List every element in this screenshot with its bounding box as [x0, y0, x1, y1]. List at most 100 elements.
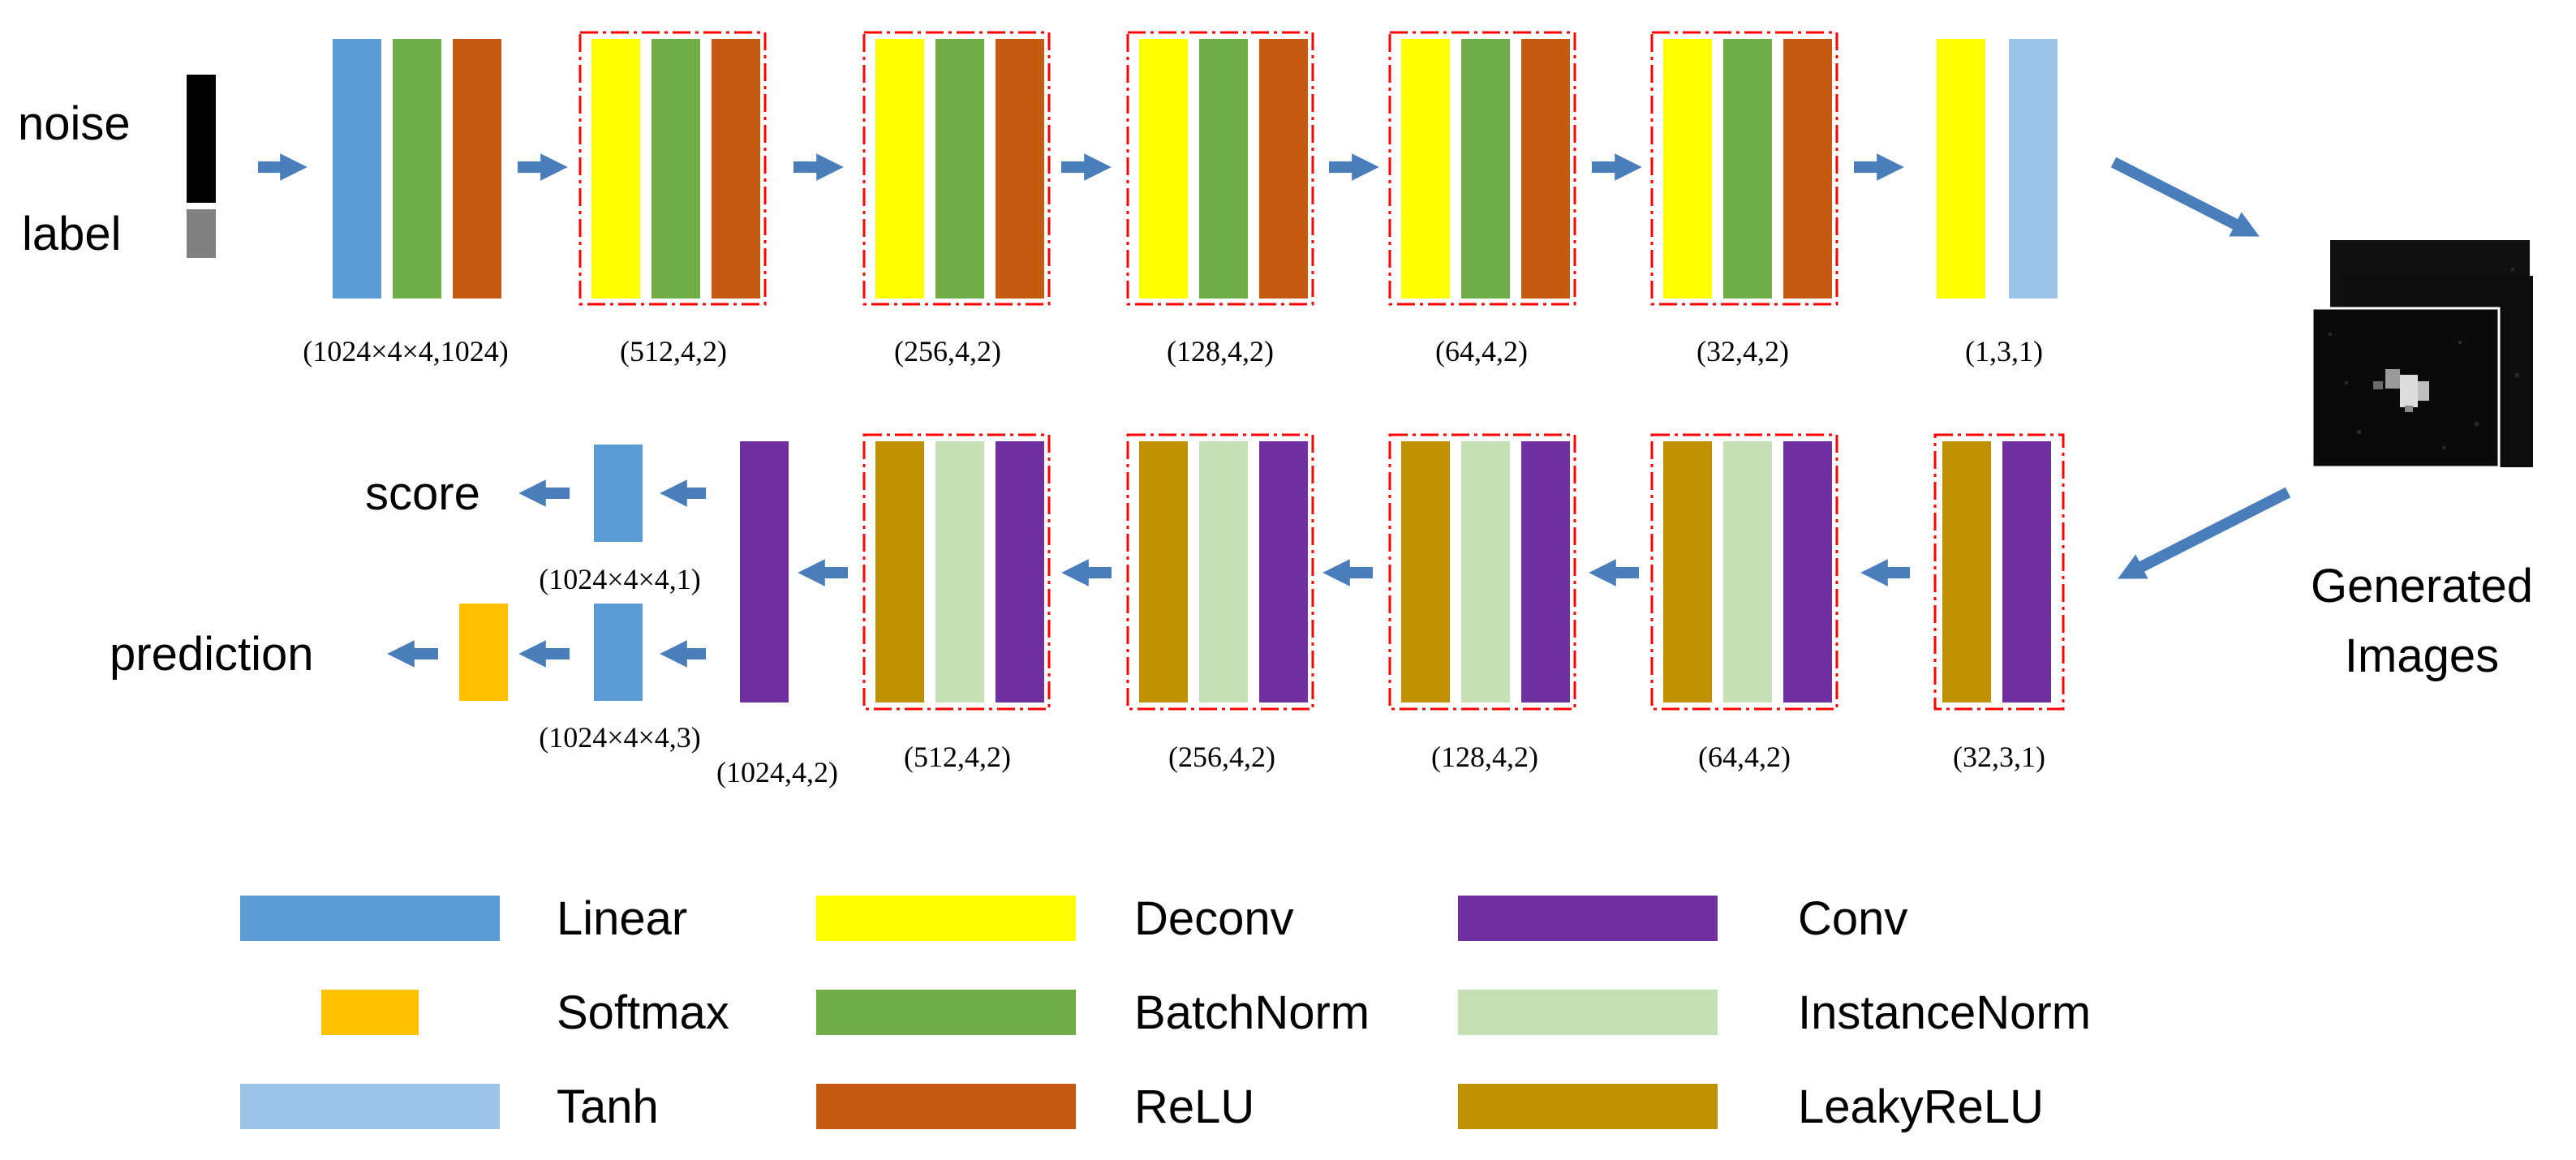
score-head-label: (1024×4×4,1): [539, 563, 701, 595]
arrow: [2118, 487, 2291, 579]
leakyrelu-layer: [1663, 441, 1712, 702]
leakyrelu-layer: [1139, 441, 1188, 702]
leakyrelu-layer: [1401, 441, 1450, 702]
block-border: [1933, 433, 2065, 711]
legend-swatch: [816, 990, 1076, 1035]
disc-layer-label: (64,4,2): [1698, 741, 1791, 773]
deconv-layer: [1937, 39, 1985, 299]
gen-block-5: [1388, 31, 1576, 306]
legend-label: Deconv: [1134, 892, 1294, 945]
generated-images: Generated Images: [2311, 240, 2533, 682]
deconv-layer: [1401, 39, 1450, 299]
disc-block-1: [1933, 433, 2065, 711]
disc-layer-label: (128,4,2): [1431, 741, 1538, 773]
leakyrelu-layer: [875, 441, 924, 702]
legend-item-tanh: Tanh: [240, 1081, 659, 1133]
label-label: label: [22, 208, 122, 260]
gen-block-7: [1937, 39, 2058, 299]
batchnorm-layer: [935, 39, 984, 299]
relu-layer: [1521, 39, 1570, 299]
legend-label: LeakyReLU: [1798, 1081, 2044, 1133]
block-border: [862, 433, 1051, 711]
disc-block-2: [1650, 433, 1838, 711]
legend-swatch: [816, 896, 1076, 941]
instancenorm-layer: [1461, 441, 1510, 702]
gen-block-1: [333, 39, 501, 299]
score-linear-layer: [594, 445, 643, 542]
legend-swatch: [321, 990, 419, 1035]
batchnorm-layer: [1199, 39, 1248, 299]
legend-swatch: [1458, 1084, 1718, 1129]
disc-layer-label: (32,3,1): [1953, 741, 2045, 773]
block-border: [862, 31, 1051, 306]
conv-layer-final: [740, 441, 789, 702]
gen-layer-label: (256,4,2): [894, 335, 1001, 367]
arrow: [2110, 157, 2260, 237]
prediction-head-label: (1024×4×4,3): [539, 721, 701, 754]
gen-block-6: [1650, 31, 1838, 306]
block-border: [578, 31, 767, 306]
relu-layer: [712, 39, 760, 299]
block-border: [1650, 31, 1838, 306]
gen-block-2: [578, 31, 767, 306]
disc-labels: (32,3,1) (64,4,2) (128,4,2) (256,4,2) (5…: [539, 563, 2045, 788]
legend-label: Linear: [557, 892, 687, 945]
conv-layer: [1259, 441, 1308, 702]
block-border: [1388, 433, 1576, 711]
legend-item-linear: Linear: [240, 892, 687, 945]
batchnorm-layer: [1723, 39, 1772, 299]
generator-row: (1024×4×4,1024) (512,4,2) (256,4,2) (128…: [258, 31, 2260, 367]
legend-swatch: [1458, 896, 1718, 941]
block-border: [1388, 31, 1576, 306]
instancenorm-layer: [935, 441, 984, 702]
deconv-layer: [1139, 39, 1188, 299]
conv-layer: [1783, 441, 1832, 702]
legend-label: Softmax: [557, 986, 729, 1039]
legend-label: Conv: [1798, 892, 1907, 945]
gen-block-3: [862, 31, 1051, 306]
label-vector: [187, 209, 216, 258]
discriminator-row: score prediction (32,3,1) (64,4,2) (128,…: [110, 433, 2291, 788]
gen-layer-label: (128,4,2): [1167, 335, 1274, 367]
disc-layer-label: (256,4,2): [1168, 741, 1275, 773]
prediction-label: prediction: [110, 628, 313, 681]
deconv-layer: [1663, 39, 1712, 299]
score-label: score: [365, 467, 480, 520]
legend-item-deconv: Deconv: [816, 892, 1294, 945]
disc-block-5: [862, 433, 1051, 711]
disc-layer-label: (1024,4,2): [716, 756, 838, 788]
disc-arrows: [387, 479, 1910, 668]
batchnorm-layer: [652, 39, 700, 299]
legend-item-batchnorm: BatchNorm: [816, 986, 1370, 1039]
block-border: [1126, 433, 1314, 711]
prediction-linear-layer: [594, 604, 643, 701]
legend-swatch: [240, 1084, 500, 1129]
legend-label: BatchNorm: [1134, 986, 1370, 1039]
tanh-layer: [2009, 39, 2058, 299]
disc-block-4: [1126, 433, 1314, 711]
gen-layer-label: (1024×4×4,1024): [303, 335, 509, 367]
block-border: [1650, 433, 1838, 711]
generated-images-subtitle: Images: [2345, 629, 2499, 682]
legend-label: Tanh: [557, 1081, 659, 1133]
disc-layer-label: (512,4,2): [904, 741, 1011, 773]
gen-block-4: [1126, 31, 1314, 306]
generated-images-title: Generated: [2311, 560, 2533, 612]
relu-layer: [1259, 39, 1308, 299]
gen-layer-label: (64,4,2): [1435, 335, 1528, 367]
gen-layer-label: (512,4,2): [620, 335, 727, 367]
legend-item-relu: ReLU: [816, 1081, 1254, 1133]
relu-layer: [996, 39, 1044, 299]
instancenorm-layer: [1199, 441, 1248, 702]
disc-block-3: [1388, 433, 1576, 711]
instancenorm-layer: [1723, 441, 1772, 702]
generated-noise-speckles: [2329, 268, 2519, 449]
conv-layer: [1521, 441, 1570, 702]
noise-label: noise: [18, 97, 131, 150]
gen-layer-label: (32,4,2): [1697, 335, 1789, 367]
linear-layer: [333, 39, 381, 299]
deconv-layer: [591, 39, 640, 299]
relu-layer: [1783, 39, 1832, 299]
legend-swatch: [816, 1084, 1076, 1129]
legend-item-conv: Conv: [1458, 892, 1907, 945]
